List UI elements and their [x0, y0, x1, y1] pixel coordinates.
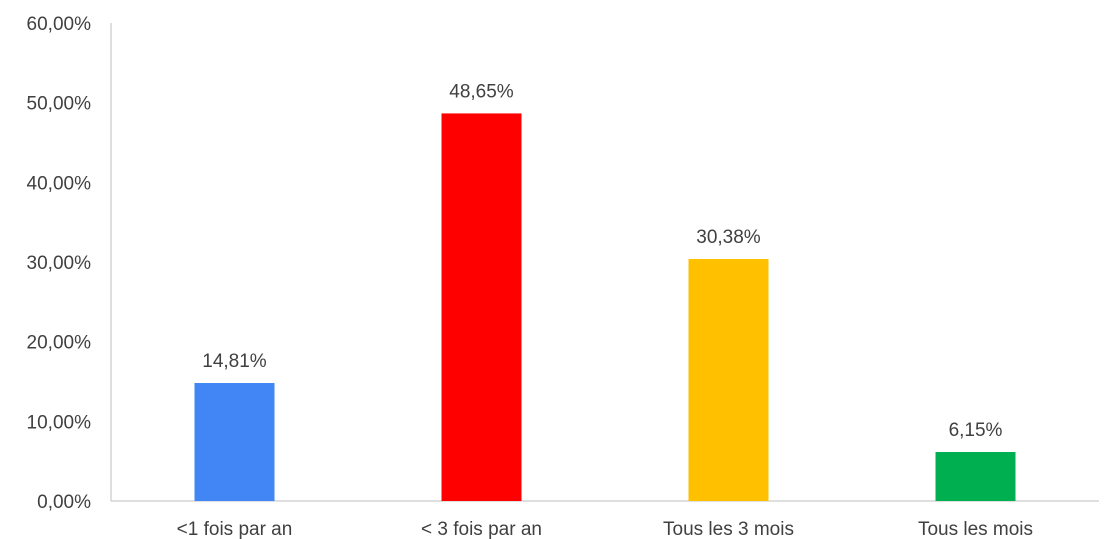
y-tick-label: 10,00%: [27, 412, 92, 433]
y-tick-label: 40,00%: [27, 173, 92, 194]
data-labels-group: 14,81% 48,65% 30,38% 6,15%: [202, 81, 1002, 441]
x-category-label: Tous les mois: [918, 519, 1033, 539]
x-category-label: <1 fois par an: [177, 519, 293, 539]
bar-data-label: 48,65%: [449, 81, 514, 102]
bars-group: [194, 113, 1016, 502]
x-category-label: Tous les 3 mois: [663, 519, 794, 539]
bar: [935, 452, 1016, 501]
y-axis-ticks: 0,00% 10,00% 20,00% 30,00% 40,00% 50,00% 60,00…: [27, 14, 92, 513]
y-tick-label: 0,00%: [37, 492, 91, 513]
y-tick-label: 50,00%: [27, 94, 92, 115]
bar-data-label: 30,38%: [696, 227, 761, 248]
bar-data-label: 14,81%: [202, 351, 267, 372]
y-tick-label: 60,00%: [27, 14, 92, 35]
category-labels-group: <1 fois par an < 3 fois par an Tous les 3 …: [177, 519, 1033, 539]
bar: [441, 113, 522, 502]
x-category-label: < 3 fois par an: [421, 519, 542, 539]
y-tick-label: 20,00%: [27, 333, 92, 354]
y-tick-label: 30,00%: [27, 253, 92, 274]
bar: [194, 383, 275, 501]
bar: [688, 258, 769, 501]
bar-data-label: 6,15%: [949, 420, 1003, 441]
